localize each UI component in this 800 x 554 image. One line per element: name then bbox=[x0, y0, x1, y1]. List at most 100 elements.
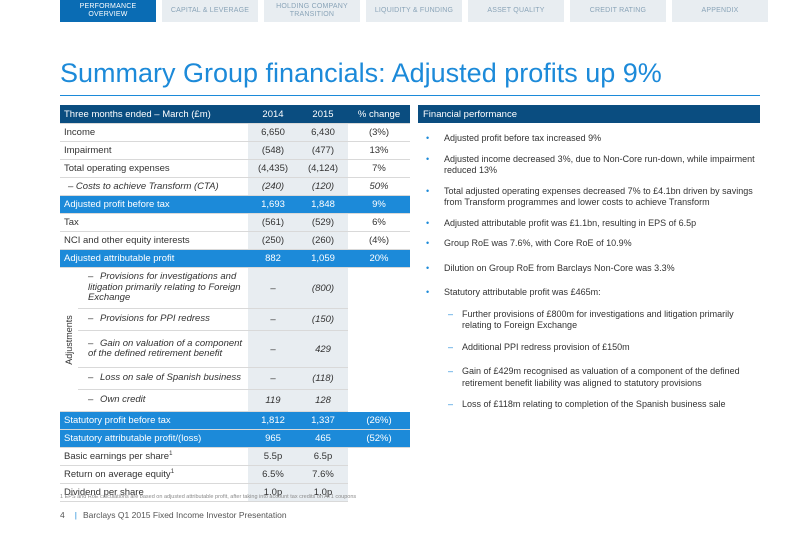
cell-2015: 1,848 bbox=[298, 195, 348, 214]
cell-2014: 1,693 bbox=[248, 195, 298, 214]
cell-2015: (150) bbox=[298, 308, 348, 331]
adjustments-label: Adjustments bbox=[64, 314, 74, 365]
sub-bullet-item: – Additional PPI redress provision of £15… bbox=[448, 341, 630, 352]
table-row: Impairment (548) (477) 13% bbox=[60, 141, 410, 160]
cell-2015: (118) bbox=[298, 367, 348, 390]
cell-2015: (120) bbox=[298, 177, 348, 196]
cell-2015: (477) bbox=[298, 141, 348, 160]
row-label: – Costs to achieve Transform (CTA) bbox=[60, 177, 248, 196]
performance-bullets: • Adjusted profit before tax increased 9%… bbox=[418, 133, 760, 299]
cell-change: 6% bbox=[348, 213, 410, 232]
cell-2014: 965 bbox=[248, 429, 298, 448]
cell-change: 9% bbox=[348, 195, 410, 214]
bullet-item: • Adjusted profit before tax increased 9% bbox=[426, 133, 602, 143]
bullet-icon: • bbox=[426, 217, 430, 228]
dash-icon: – bbox=[448, 341, 454, 352]
tab-capital-leverage[interactable]: CAPITAL & LEVERAGE bbox=[162, 0, 258, 22]
cell-2014: (548) bbox=[248, 141, 298, 160]
cell-2014: 6,650 bbox=[248, 123, 298, 142]
nav-tabs: PERFORMANCE OVERVIEW CAPITAL & LEVERAGE … bbox=[60, 0, 800, 22]
table-row-adjusted-pbt: Adjusted profit before tax 1,693 1,848 9… bbox=[60, 195, 410, 214]
cell-change bbox=[348, 390, 410, 412]
header-label: Three months ended – March (£m) bbox=[60, 105, 248, 124]
page-number: 4 bbox=[60, 510, 65, 520]
cell-change bbox=[348, 368, 410, 390]
bullet-icon: • bbox=[426, 287, 430, 297]
row-label: Return on average equity1 bbox=[60, 465, 248, 484]
dash-icon: – bbox=[448, 308, 454, 319]
dash-icon: – bbox=[448, 366, 454, 376]
cell-change bbox=[348, 466, 410, 484]
cell-2014: (561) bbox=[248, 213, 298, 232]
tab-performance-overview[interactable]: PERFORMANCE OVERVIEW bbox=[60, 0, 156, 22]
row-label: – Provisions for investigations and litig… bbox=[78, 267, 248, 309]
sub-bullet-item: – Gain of £429m recognised as valuation o… bbox=[448, 366, 740, 388]
header-2015: 2015 bbox=[298, 105, 348, 124]
bullet-item: • Group RoE was 7.6%, with Core RoE of 10… bbox=[426, 238, 632, 248]
tab-holding-company-transition[interactable]: HOLDING COMPANY TRANSITION bbox=[264, 0, 360, 22]
table-row-adjustment: – Own credit 119 128 bbox=[60, 389, 410, 412]
cell-2015: 1,337 bbox=[298, 411, 348, 430]
cell-change bbox=[348, 331, 410, 368]
cell-2014: 882 bbox=[248, 249, 298, 268]
tab-appendix[interactable]: APPENDIX bbox=[672, 0, 768, 22]
row-label: Statutory profit before tax bbox=[60, 411, 248, 430]
cell-2014: 1.0p bbox=[248, 483, 298, 502]
bullet-item: • Adjusted income decreased 3%, due to No… bbox=[426, 153, 755, 176]
cell-change: (52%) bbox=[348, 429, 410, 448]
cell-2014: – bbox=[248, 308, 298, 331]
table-row-adjusted-attributable: Adjusted attributable profit 882 1,059 2… bbox=[60, 249, 410, 268]
row-label: Total operating expenses bbox=[60, 159, 248, 178]
cell-2015: (260) bbox=[298, 231, 348, 250]
table-row: NCI and other equity interests (250) (26… bbox=[60, 231, 410, 250]
table-row: Dividend per share 1.0p 1.0p bbox=[60, 483, 410, 502]
sub-bullet-item: – Loss of £118m relating to completion of… bbox=[448, 399, 726, 409]
row-label: Dividend per share bbox=[60, 483, 248, 502]
cell-2014: (4,435) bbox=[248, 159, 298, 178]
cell-2014: 5.5p bbox=[248, 447, 298, 466]
page-footer: 4 | Barclays Q1 2015 Fixed Income Investor… bbox=[60, 510, 287, 520]
cell-change: (26%) bbox=[348, 411, 410, 430]
row-label: – Gain on valuation of a component of the… bbox=[78, 330, 248, 368]
cell-2015: 128 bbox=[298, 389, 348, 412]
tab-liquidity-funding[interactable]: LIQUIDITY & FUNDING bbox=[366, 0, 462, 22]
footer-separator: | bbox=[74, 510, 77, 520]
table-row: Total operating expenses (4,435) (4,124)… bbox=[60, 159, 410, 178]
table-header: Three months ended – March (£m) 2014 201… bbox=[60, 105, 410, 124]
cell-change: (3%) bbox=[348, 123, 410, 142]
table-row: – Costs to achieve Transform (CTA) (240)… bbox=[60, 177, 410, 196]
cell-change: 20% bbox=[348, 249, 410, 268]
cell-2014: 119 bbox=[248, 389, 298, 412]
page-title: Summary Group financials: Adjusted profi… bbox=[60, 58, 662, 88]
header-2014: 2014 bbox=[248, 105, 298, 124]
tab-credit-rating[interactable]: CREDIT RATING bbox=[570, 0, 666, 22]
cell-2015: 7.6% bbox=[298, 465, 348, 484]
performance-sub-bullets: – Further provisions of £800m for investi… bbox=[418, 309, 760, 411]
cell-change: 13% bbox=[348, 141, 410, 160]
row-label: Tax bbox=[60, 213, 248, 232]
tab-asset-quality[interactable]: ASSET QUALITY bbox=[468, 0, 564, 22]
bullet-icon: • bbox=[426, 185, 430, 196]
row-label: – Own credit bbox=[78, 389, 248, 412]
dash-icon: – bbox=[448, 399, 454, 409]
cell-2015: 429 bbox=[298, 330, 348, 368]
cell-change: 50% bbox=[348, 177, 410, 196]
cell-2015: 6,430 bbox=[298, 123, 348, 142]
bullet-icon: • bbox=[426, 262, 430, 273]
bullet-item: • Total adjusted operating expenses decre… bbox=[426, 185, 753, 208]
row-label: Statutory attributable profit/(loss) bbox=[60, 429, 248, 448]
cell-2014: – bbox=[248, 267, 298, 309]
cell-2014: 1,812 bbox=[248, 411, 298, 430]
table-row-adjustment: – Loss on sale of Spanish business – (118… bbox=[60, 367, 410, 390]
cell-2014: (250) bbox=[248, 231, 298, 250]
row-label: – Loss on sale of Spanish business bbox=[78, 367, 248, 390]
bullet-item: • Adjusted attributable profit was £1.1bn… bbox=[426, 217, 697, 228]
cell-change bbox=[348, 268, 410, 309]
cell-change bbox=[348, 309, 410, 331]
financials-table: Three months ended – March (£m) 2014 201… bbox=[60, 105, 410, 502]
footer-text: Barclays Q1 2015 Fixed Income Investor P… bbox=[82, 510, 287, 520]
cell-2015: 1.0p bbox=[298, 483, 348, 502]
table-row: Basic earnings per share1 5.5p 6.5p bbox=[60, 447, 410, 466]
table-row: Income 6,650 6,430 (3%) bbox=[60, 123, 410, 142]
row-label: – Provisions for PPI redress bbox=[78, 308, 248, 331]
